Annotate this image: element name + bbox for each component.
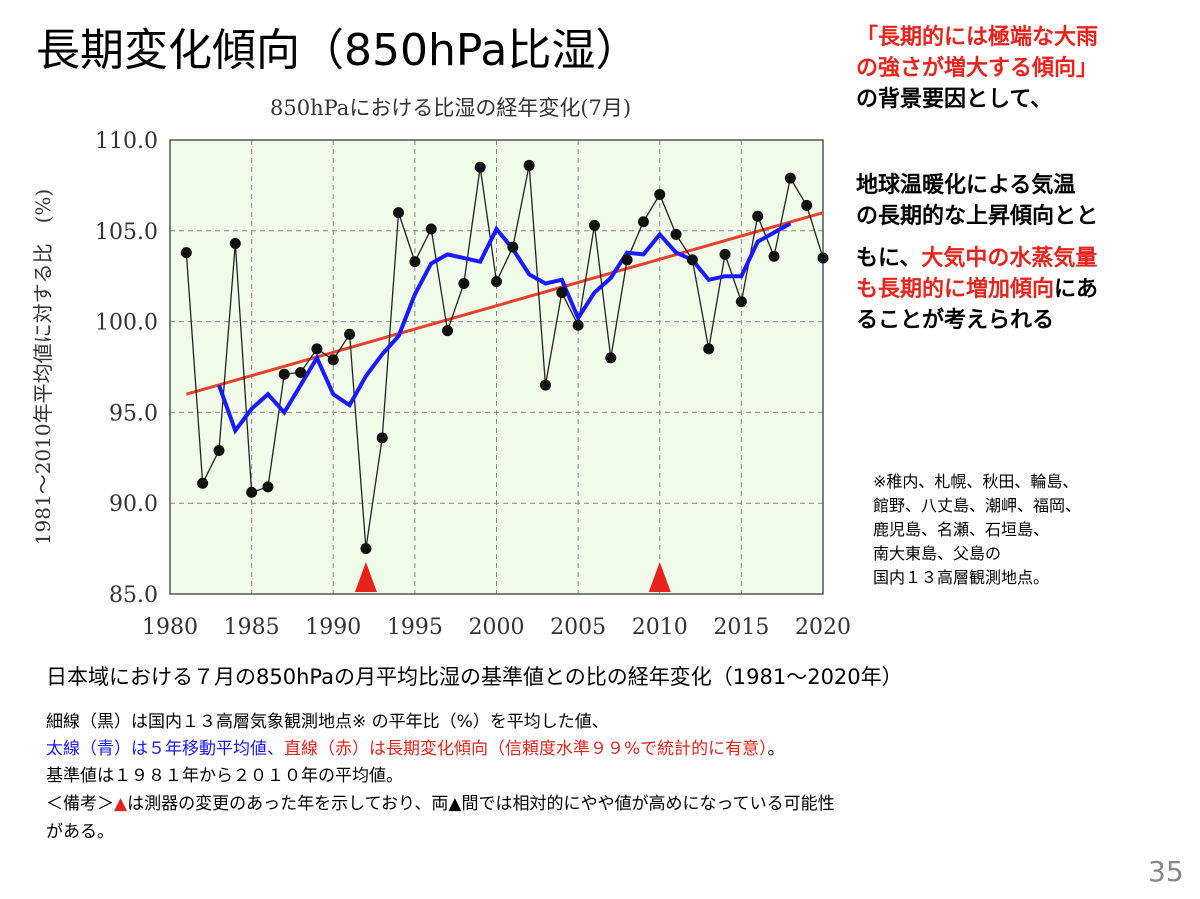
note-2c: 。 xyxy=(767,739,785,759)
side-text-2: の強さが増大する傾向」 xyxy=(856,56,1099,81)
slide-title: 長期変化傾向（850hPa比湿） xyxy=(36,25,640,76)
data-point xyxy=(621,254,633,266)
y-tick-label: 95.0 xyxy=(109,401,158,426)
side-text-8: ることが考えられる xyxy=(856,308,1055,333)
data-point xyxy=(637,216,649,228)
side-text-1: 「長期的には極端な大雨 xyxy=(856,25,1099,50)
side-text-5: の長期的な上昇傾向とと xyxy=(856,204,1099,229)
stations-line: 館野、八丈島、潮岬、福岡、 xyxy=(873,496,1082,515)
side-text-3: の背景要因として、 xyxy=(856,87,1053,112)
side-text-6b: 大気中の水蒸気量 xyxy=(921,246,1098,271)
data-point xyxy=(768,250,780,262)
stations-line: 国内１３高層観測地点。 xyxy=(873,568,1050,587)
data-point xyxy=(491,276,502,288)
data-point xyxy=(180,247,192,259)
chart-caption: 日本域における７月の850hPaの月平均比湿の基準値との比の経年変化（1981～… xyxy=(46,665,903,689)
data-point xyxy=(539,379,551,391)
data-point xyxy=(817,252,829,264)
x-tick-label: 2000 xyxy=(469,615,525,640)
data-point xyxy=(458,277,470,289)
data-point xyxy=(752,210,764,222)
note-4c: は測器の変更のあった年を示しており、両▲間では相対的にやや値が高めになっている可… xyxy=(127,794,835,814)
data-point xyxy=(605,352,617,364)
x-tick-label: 2010 xyxy=(632,615,688,640)
x-tick-label: 2020 xyxy=(795,615,851,640)
data-point xyxy=(344,328,356,340)
page-number: 35 xyxy=(1148,855,1184,888)
y-axis-label: 1981～2010年平均値に対する比 (%) xyxy=(31,189,55,545)
data-point xyxy=(556,287,568,299)
stations-line: 南大東島、父島の xyxy=(873,544,1002,563)
x-tick-label: 1985 xyxy=(224,615,280,640)
data-point xyxy=(474,161,486,173)
note-1: 細線（黒）は国内１３高層気象観測地点※ の平年比（%）を平均した値、 xyxy=(46,712,609,732)
note-5: がある。 xyxy=(46,822,114,842)
data-point xyxy=(295,366,307,378)
data-point xyxy=(507,241,519,253)
data-point xyxy=(719,248,731,260)
data-point xyxy=(523,159,535,171)
note-4a: ＜備考＞ xyxy=(46,794,114,814)
chart: 1980 1985 1990 1995 2000 2005 2010 2015 2020 85.0… xyxy=(31,129,851,640)
note-3: 基準値は１９８１年から２０１０年の平均値。 xyxy=(46,766,403,786)
data-point xyxy=(654,188,666,200)
y-tick-label: 100.0 xyxy=(95,311,158,336)
data-point xyxy=(376,432,388,444)
data-point xyxy=(588,219,600,231)
data-point xyxy=(213,445,225,457)
data-point xyxy=(393,207,405,219)
note-4b: ▲ xyxy=(114,794,128,814)
y-tick-label: 105.0 xyxy=(95,220,158,245)
plot-frame xyxy=(169,139,824,595)
side-text-7a: も長期的に増加傾向 xyxy=(856,277,1055,302)
x-tick-label: 1980 xyxy=(142,615,198,640)
side-text-4: 地球温暖化による気温 xyxy=(856,173,1076,198)
data-point xyxy=(670,228,682,240)
data-point xyxy=(197,477,209,489)
data-point xyxy=(784,172,796,184)
data-point xyxy=(278,368,290,380)
instrument-change-marker xyxy=(354,562,377,592)
data-point xyxy=(246,486,258,498)
data-point xyxy=(311,343,323,355)
data-point xyxy=(360,543,372,555)
stations-line: ※稚内、札幌、秋田、輪島、 xyxy=(873,472,1079,491)
x-tick-label: 1995 xyxy=(387,615,443,640)
stations-note: ※稚内、札幌、秋田、輪島、 館野、八丈島、潮岬、福岡、 鹿児島、名瀬、石垣島、 … xyxy=(873,470,1081,590)
data-point xyxy=(686,254,698,266)
note-2b: 直線（赤）は長期変化傾向（信頼度水準９９%で統計的に有意） xyxy=(284,739,768,759)
annual-line xyxy=(185,165,824,549)
data-point xyxy=(572,319,584,331)
y-tick-label: 90.0 xyxy=(109,492,158,517)
y-tick-label: 85.0 xyxy=(109,583,158,608)
data-point xyxy=(425,223,437,235)
data-point xyxy=(327,354,339,366)
data-point xyxy=(703,343,715,355)
data-point xyxy=(229,238,241,250)
x-tick-label: 2015 xyxy=(713,615,769,640)
note-2a: 太線（青）は５年移動平均値、 xyxy=(46,739,284,759)
stations-line: 鹿児島、名瀬、石垣島、 xyxy=(873,520,1050,539)
instrument-change-marker xyxy=(648,562,671,592)
chart-title: 850hPaにおける比湿の経年変化(7月) xyxy=(270,96,632,120)
data-point xyxy=(262,481,274,493)
side-text-7b: にあ xyxy=(1054,277,1099,302)
data-point xyxy=(409,256,421,268)
x-tick-label: 1990 xyxy=(305,615,361,640)
side-text-6a: もに、 xyxy=(856,246,922,271)
x-tick-label: 2005 xyxy=(550,615,606,640)
data-point xyxy=(442,325,454,337)
data-point xyxy=(735,296,747,308)
data-point xyxy=(801,199,813,211)
y-tick-label: 110.0 xyxy=(95,129,158,154)
trend-line xyxy=(185,211,824,396)
